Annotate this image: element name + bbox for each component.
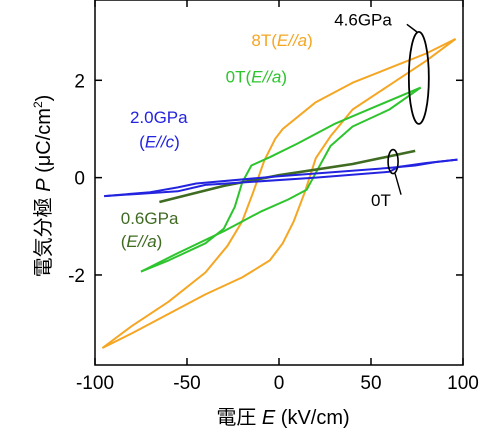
y-tick-label: 0 <box>74 169 85 190</box>
x-tick-label: -50 <box>173 373 200 394</box>
field-0T-ellipse <box>387 148 399 175</box>
annotation-layer: 8T(E//a) 0T(E//a) 2.0GPa (E//c) 0.6GPa (E//a)… <box>121 10 393 251</box>
annotation-2.0GPa-sub: (E//c) <box>139 132 180 151</box>
annotation-0.6GPa: 0.6GPa <box>121 209 179 228</box>
field-0T-leader <box>394 173 402 195</box>
x-tick-label: 100 <box>447 373 479 394</box>
plot-border <box>94 0 464 366</box>
tick-layer: -100 -50 0 50 100 -2 0 2 <box>68 0 479 394</box>
annotation-2.0GPa: 2.0GPa <box>130 108 188 127</box>
series-line-2.0GPa <box>104 158 458 198</box>
series-layer <box>101 38 458 349</box>
annotation-0.6GPa-sub: (E//a) <box>121 232 163 251</box>
x-tick-label: 0 <box>274 373 285 394</box>
pressure-4.6GPa-leader <box>406 23 418 33</box>
marker-layer <box>387 23 430 195</box>
annotation-4.6GPa: 4.6GPa <box>334 10 392 29</box>
series-line-0T <box>140 86 422 273</box>
annotation-8T: 8T(E//a) <box>251 31 312 50</box>
series-line-8T <box>101 38 457 349</box>
x-axis-title: 電圧 E (kV/cm) <box>216 407 349 429</box>
plot-frame <box>94 0 464 366</box>
x-tick-label: 50 <box>360 373 381 394</box>
pressure-4.6GPa-ellipse <box>407 30 430 125</box>
series-line-0T <box>140 86 422 273</box>
y-axis-title: 電気分極 P (μC/cm2) <box>31 95 55 278</box>
annotation-0T-black: 0T <box>371 191 391 210</box>
x-tick-label: -100 <box>76 373 114 394</box>
y-tick-label: 2 <box>74 71 85 92</box>
annotation-0T-green: 0T(E//a) <box>226 68 287 87</box>
y-tick-label: -2 <box>68 266 85 287</box>
